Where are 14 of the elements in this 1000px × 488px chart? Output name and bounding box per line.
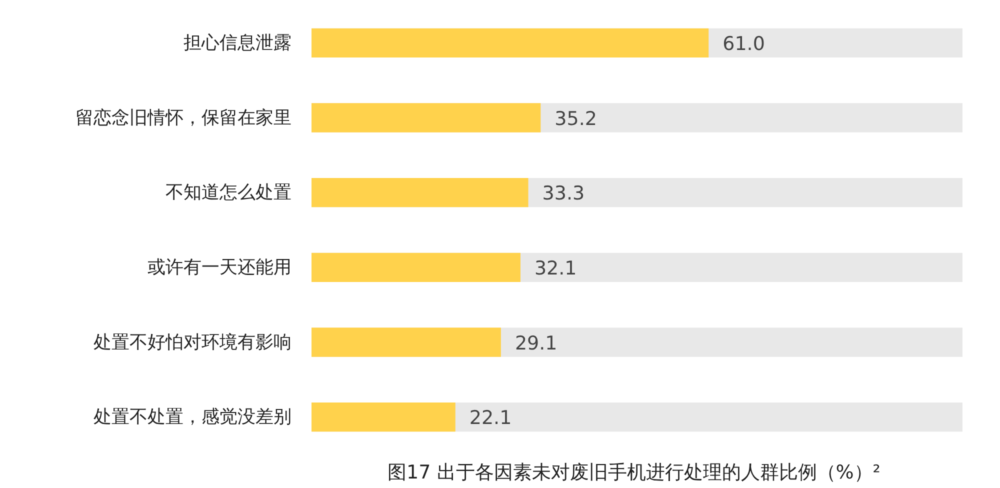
text: 图17 出于各因素未对废旧手机进行处理的人群比例（%）² [388,462,880,484]
bar [312,402,456,432]
y-tick-label: 处置不处置，感觉没差别 [94,406,292,428]
y-tick-label: 担心信息泄露 [184,32,292,54]
y-tick-label: 不知道怎么处置 [166,182,292,204]
y-tick-label: 或许有一天还能用 [148,256,292,278]
data-label: 22.1 [469,407,512,430]
data-label: 32.1 [534,257,577,280]
data-label: 33.3 [542,182,585,205]
data-label: 61.0 [722,32,765,55]
data-label: 35.2 [554,108,597,130]
data-label: 29.1 [514,332,558,354]
y-tick-label: 处置不好怕对环境有影响 [94,332,292,353]
y-tick-label: 留恋念旧情怀，保留在家里 [76,107,292,128]
